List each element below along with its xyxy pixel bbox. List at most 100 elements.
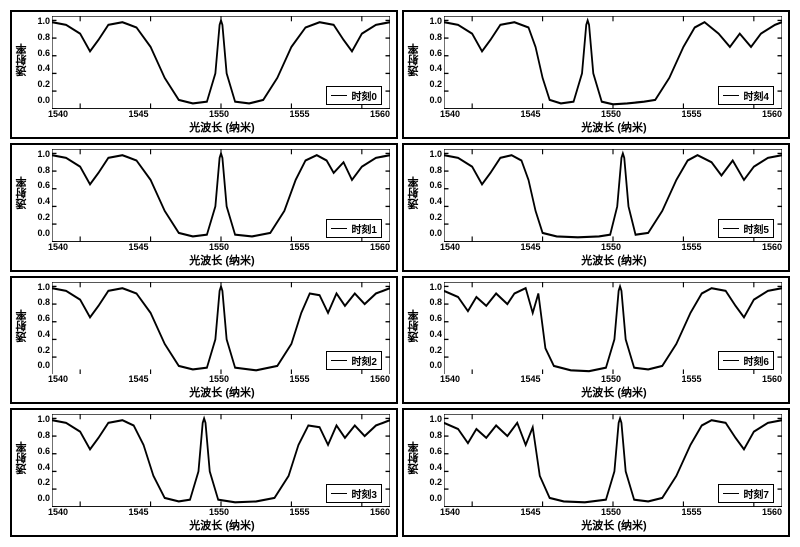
x-tick: 1540 — [440, 507, 460, 517]
panel-6: 透射率1.00.80.60.40.20.0时刻61540154515501555… — [402, 276, 790, 405]
x-tick: 1545 — [128, 242, 148, 252]
x-tick: 1550 — [209, 374, 229, 384]
y-axis-label: 透射率 — [12, 410, 30, 507]
legend-box: 时刻1 — [326, 219, 382, 238]
x-tick: 1550 — [209, 507, 229, 517]
y-tick: 0.8 — [422, 165, 442, 175]
y-axis-ticks: 1.00.80.60.40.20.0 — [422, 145, 444, 242]
x-axis-ticks: 15401545155015551560 — [48, 507, 396, 517]
plot-surface: 时刻7 — [444, 414, 782, 507]
panel-4: 透射率1.00.80.60.40.20.0时刻41540154515501555… — [402, 10, 790, 139]
y-axis-label: 透射率 — [12, 12, 30, 109]
y-tick: 0.0 — [30, 360, 50, 370]
legend-line-icon — [723, 228, 739, 229]
x-axis-label: 光波长 (纳米) — [48, 252, 396, 268]
legend-line-icon — [331, 95, 347, 96]
x-axis-label: 光波长 (纳米) — [48, 384, 396, 400]
y-axis-ticks: 1.00.80.60.40.20.0 — [30, 410, 52, 507]
y-tick: 1.0 — [422, 16, 442, 26]
x-axis-ticks: 15401545155015551560 — [440, 507, 788, 517]
y-axis-ticks: 1.00.80.60.40.20.0 — [422, 12, 444, 109]
x-tick: 1540 — [440, 109, 460, 119]
legend-label: 时刻4 — [743, 88, 769, 103]
y-tick: 0.6 — [30, 446, 50, 456]
legend-line-icon — [331, 360, 347, 361]
x-tick: 1555 — [681, 109, 701, 119]
y-axis-label: 透射率 — [12, 278, 30, 375]
x-tick: 1540 — [48, 109, 68, 119]
x-axis-ticks: 15401545155015551560 — [440, 109, 788, 119]
x-tick: 1560 — [762, 374, 782, 384]
y-tick: 0.0 — [30, 228, 50, 238]
x-tick: 1555 — [289, 109, 309, 119]
y-tick: 0.8 — [30, 32, 50, 42]
y-tick: 0.6 — [30, 48, 50, 58]
plot-surface: 时刻0 — [52, 16, 390, 109]
plot-surface: 时刻1 — [52, 149, 390, 242]
x-tick: 1540 — [440, 242, 460, 252]
y-tick: 0.8 — [422, 32, 442, 42]
x-axis-label: 光波长 (纳米) — [440, 252, 788, 268]
y-tick: 1.0 — [422, 149, 442, 159]
legend-label: 时刻3 — [351, 486, 377, 501]
x-axis-label: 光波长 (纳米) — [48, 517, 396, 533]
y-axis-label: 透射率 — [12, 145, 30, 242]
plot-surface: 时刻3 — [52, 414, 390, 507]
panel-1: 透射率1.00.80.60.40.20.0时刻11540154515501555… — [10, 143, 398, 272]
x-tick: 1555 — [681, 242, 701, 252]
y-tick: 0.0 — [30, 95, 50, 105]
x-tick: 1555 — [681, 374, 701, 384]
y-axis-ticks: 1.00.80.60.40.20.0 — [422, 278, 444, 375]
y-tick: 1.0 — [422, 282, 442, 292]
x-tick: 1550 — [601, 507, 621, 517]
legend-label: 时刻2 — [351, 353, 377, 368]
x-tick: 1545 — [520, 109, 540, 119]
legend-label: 时刻6 — [743, 353, 769, 368]
x-axis-ticks: 15401545155015551560 — [440, 242, 788, 252]
x-tick: 1560 — [370, 242, 390, 252]
y-tick: 0.4 — [422, 196, 442, 206]
panel-7: 透射率1.00.80.60.40.20.0时刻71540154515501555… — [402, 408, 790, 537]
x-tick: 1560 — [762, 242, 782, 252]
panel-2: 透射率1.00.80.60.40.20.0时刻21540154515501555… — [10, 276, 398, 405]
y-tick: 0.2 — [30, 79, 50, 89]
x-tick: 1545 — [520, 507, 540, 517]
plot-surface: 时刻6 — [444, 282, 782, 375]
x-tick: 1540 — [440, 374, 460, 384]
y-tick: 1.0 — [30, 16, 50, 26]
legend-box: 时刻2 — [326, 351, 382, 370]
panel-5: 透射率1.00.80.60.40.20.0时刻51540154515501555… — [402, 143, 790, 272]
x-tick: 1560 — [370, 374, 390, 384]
y-tick: 0.8 — [422, 297, 442, 307]
y-tick: 0.8 — [30, 430, 50, 440]
legend-box: 时刻5 — [718, 219, 774, 238]
legend-line-icon — [331, 228, 347, 229]
y-tick: 0.0 — [30, 493, 50, 503]
legend-box: 时刻0 — [326, 86, 382, 105]
legend-label: 时刻5 — [743, 221, 769, 236]
y-tick: 0.8 — [422, 430, 442, 440]
y-tick: 0.4 — [422, 329, 442, 339]
legend-line-icon — [723, 360, 739, 361]
x-axis-label: 光波长 (纳米) — [48, 119, 396, 135]
x-tick: 1545 — [520, 374, 540, 384]
x-axis-label: 光波长 (纳米) — [440, 384, 788, 400]
plot-surface: 时刻2 — [52, 282, 390, 375]
y-axis-ticks: 1.00.80.60.40.20.0 — [30, 145, 52, 242]
y-axis-label: 透射率 — [404, 12, 422, 109]
y-tick: 0.8 — [30, 165, 50, 175]
y-tick: 0.2 — [30, 477, 50, 487]
x-tick: 1555 — [681, 507, 701, 517]
y-tick: 0.2 — [30, 345, 50, 355]
y-tick: 0.4 — [30, 462, 50, 472]
panel-3: 透射率1.00.80.60.40.20.0时刻31540154515501555… — [10, 408, 398, 537]
x-tick: 1550 — [209, 242, 229, 252]
x-axis-ticks: 15401545155015551560 — [48, 109, 396, 119]
legend-line-icon — [723, 493, 739, 494]
x-tick: 1545 — [128, 374, 148, 384]
x-axis-ticks: 15401545155015551560 — [48, 242, 396, 252]
x-tick: 1545 — [128, 109, 148, 119]
y-axis-ticks: 1.00.80.60.40.20.0 — [30, 278, 52, 375]
y-tick: 0.4 — [422, 63, 442, 73]
plot-surface: 时刻4 — [444, 16, 782, 109]
